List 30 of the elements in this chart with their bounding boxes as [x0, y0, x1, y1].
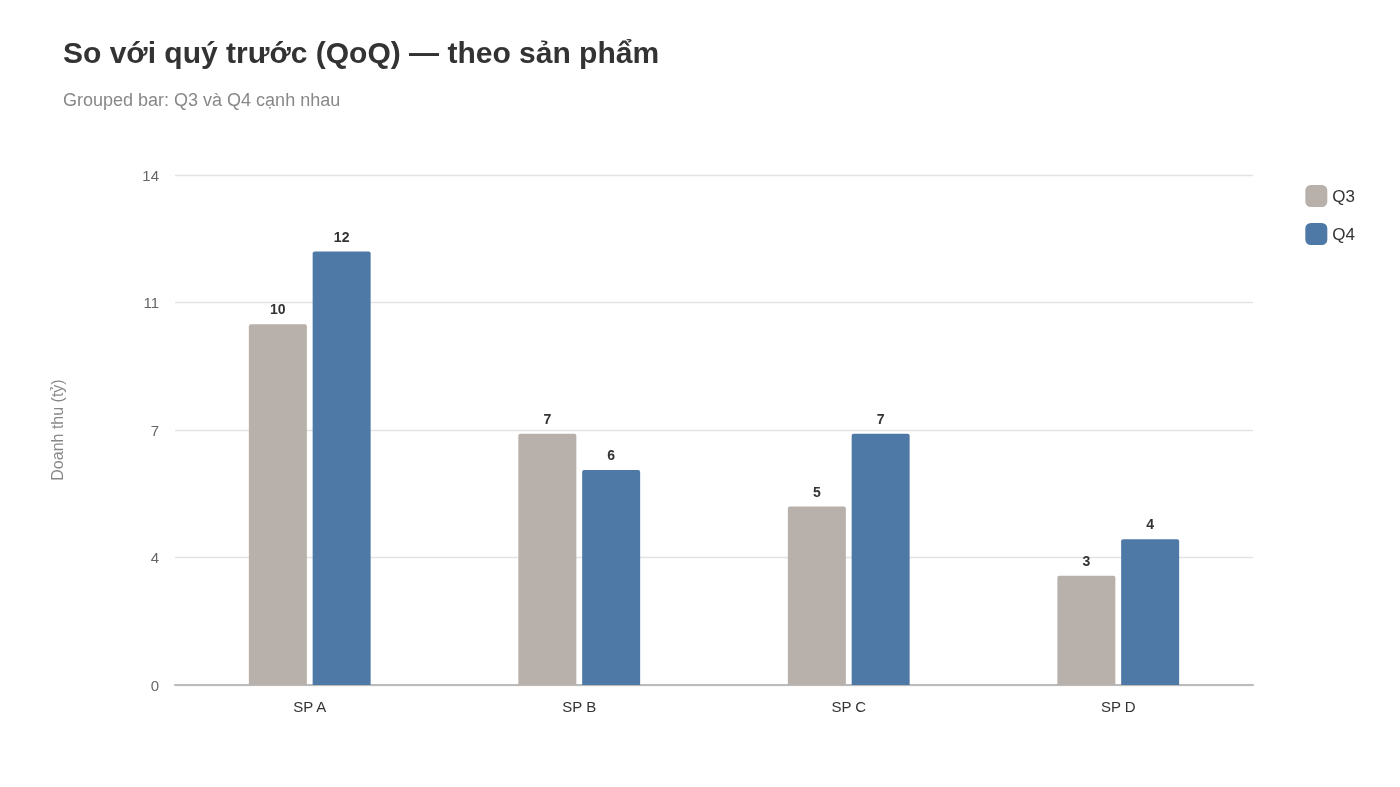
y-tick-label: 14	[142, 166, 159, 184]
y-tick-label: 4	[150, 549, 159, 566]
x-tick-label: SP C	[831, 698, 867, 715]
data-label: 12	[333, 228, 350, 245]
chart-title: So với quý trước (QoQ) — theo sản phẩm	[63, 35, 660, 69]
data-label: 10	[270, 301, 286, 318]
bar	[582, 470, 641, 685]
x-tick-label: SP A	[293, 698, 327, 715]
data-label: 5	[812, 483, 821, 500]
chart-subtitle: Grouped bar: Q3 và Q4 cạnh nhau	[63, 90, 341, 110]
data-label: 7	[543, 410, 552, 427]
bar	[312, 251, 371, 685]
y-axis-title: Doanh thu (tỷ)	[48, 379, 66, 481]
y-tick-label: 7	[150, 421, 159, 439]
y-tick-label: 0	[150, 676, 159, 694]
legend-label: Q4	[1332, 224, 1356, 244]
data-label: 6	[607, 447, 616, 464]
bar	[518, 433, 577, 685]
bar	[851, 433, 910, 685]
bar	[248, 324, 307, 685]
data-label: 4	[1146, 516, 1155, 533]
x-tick-label: SP D	[1100, 698, 1136, 715]
y-tick-label: 11	[143, 294, 159, 311]
data-label: 7	[876, 410, 885, 427]
bar	[1121, 539, 1180, 685]
x-tick-label: SP B	[562, 698, 597, 715]
data-label: 3	[1082, 552, 1091, 569]
bar	[1057, 575, 1116, 685]
legend-label: Q3	[1332, 186, 1356, 206]
bar	[787, 506, 846, 685]
